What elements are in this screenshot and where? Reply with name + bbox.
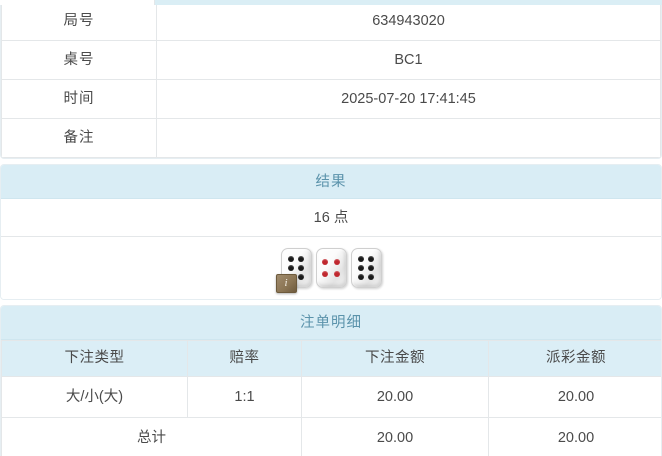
bet-details-panel: 注单明细 下注类型 赔率 下注金额 派彩金额 大/小(大) 1:1 20.00 …: [0, 305, 662, 456]
round-info-panel: 局号 634943020 桌号 BC1 时间 2025-07-20 17:41:…: [0, 0, 662, 159]
die-1: i: [275, 248, 312, 293]
top-cutoff-strip-left: [0, 0, 155, 5]
die-pip: [368, 265, 374, 271]
info-label-round-no: 局号: [1, 1, 157, 41]
die-pip: [368, 274, 374, 280]
die-pip: [368, 256, 374, 262]
round-info-table: 局号 634943020 桌号 BC1 时间 2025-07-20 17:41:…: [1, 1, 661, 158]
table-row: 局号 634943020: [1, 1, 661, 41]
info-label-remark: 备注: [1, 118, 157, 158]
table-row: 时间 2025-07-20 17:41:45: [1, 79, 661, 119]
table-header-row: 下注类型 赔率 下注金额 派彩金额: [1, 340, 661, 377]
die-pip: [322, 258, 328, 265]
cell-bet-type: 大/小(大): [1, 376, 188, 418]
dice-group: i: [275, 248, 382, 293]
die-2: [315, 248, 347, 288]
die-pip: [298, 274, 304, 280]
die-pip: [334, 258, 340, 265]
result-panel: 结果 16 点 i: [0, 164, 662, 300]
die-pip: [358, 265, 364, 271]
table-row: 桌号 BC1: [1, 40, 661, 80]
die-3: [350, 248, 382, 288]
result-total-points: 16 点: [1, 199, 661, 237]
info-value-round-no: 634943020: [156, 1, 661, 41]
die-pip: [334, 271, 340, 278]
die-pip: [288, 256, 294, 262]
cell-payout: 20.00: [488, 376, 661, 418]
table-row: 备注: [1, 118, 661, 158]
cell-odds: 1:1: [187, 376, 302, 418]
die-pip: [358, 256, 364, 262]
die-pip: [288, 265, 294, 271]
result-section-header: 结果: [1, 165, 661, 199]
top-cutoff-strip: [0, 0, 662, 5]
die-pip: [298, 265, 304, 271]
cell-total-stake: 20.00: [301, 417, 489, 456]
column-header-bet-type: 下注类型: [1, 340, 188, 377]
cell-total-label: 总计: [1, 417, 302, 456]
table-row: 大/小(大) 1:1 20.00 20.00: [1, 376, 661, 418]
info-label-table-no: 桌号: [1, 40, 157, 80]
cell-total-payout: 20.00: [488, 417, 661, 456]
die-pip: [298, 256, 304, 262]
info-value-time: 2025-07-20 17:41:45: [156, 79, 661, 119]
info-value-table-no: BC1: [156, 40, 661, 80]
die-pip: [358, 274, 364, 280]
info-icon[interactable]: i: [275, 274, 297, 293]
info-value-remark: [156, 118, 661, 158]
cell-stake: 20.00: [301, 376, 489, 418]
column-header-stake: 下注金额: [301, 340, 489, 377]
info-label-time: 时间: [1, 79, 157, 119]
table-total-row: 总计 20.00 20.00: [1, 417, 661, 456]
die-pip: [322, 271, 328, 278]
bet-details-section-header: 注单明细: [1, 306, 661, 340]
dice-row: i: [1, 237, 661, 299]
column-header-payout: 派彩金额: [488, 340, 661, 377]
bet-details-table: 下注类型 赔率 下注金额 派彩金额 大/小(大) 1:1 20.00 20.00…: [1, 340, 661, 456]
column-header-odds: 赔率: [187, 340, 302, 377]
